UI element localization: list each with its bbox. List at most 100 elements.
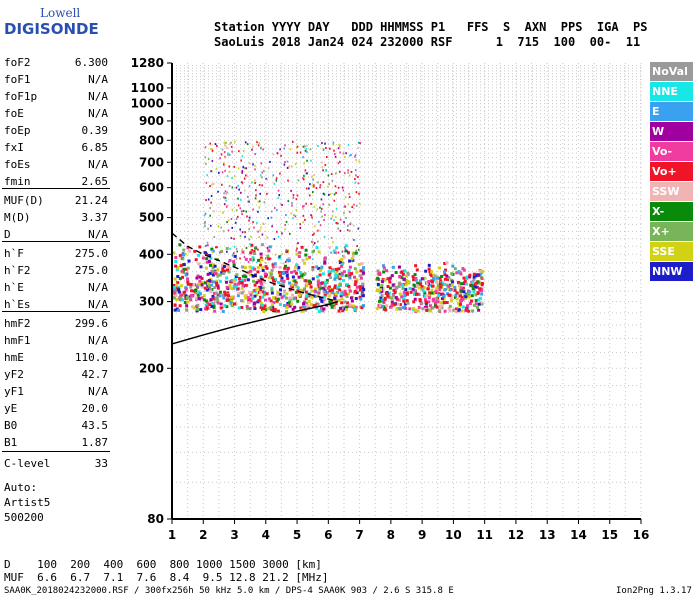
echo-point (265, 177, 268, 180)
echo-point (209, 288, 213, 292)
echo-point (246, 215, 248, 218)
echo-point (267, 249, 271, 253)
echo-point (288, 281, 292, 285)
echo-point (343, 300, 347, 304)
param-value: 1.87 (81, 436, 109, 449)
param-separator (2, 241, 110, 242)
echo-point (301, 289, 305, 293)
echo-point (383, 278, 387, 282)
param-value: 21.24 (74, 194, 108, 207)
echo-point (302, 178, 305, 181)
echo-point (262, 148, 264, 151)
echo-point (379, 296, 383, 300)
echo-point (443, 270, 447, 274)
x-tick-label: 12 (508, 528, 525, 542)
echo-point (353, 283, 357, 287)
echo-point (339, 151, 341, 154)
echo-point (316, 278, 320, 282)
echo-point (337, 251, 340, 254)
echo-point (341, 261, 345, 265)
echo-point (204, 299, 208, 303)
echo-point (253, 226, 255, 229)
echo-point (209, 290, 213, 294)
echo-point (313, 185, 315, 188)
echo-point (471, 287, 475, 291)
echo-point (280, 295, 284, 299)
echo-point (285, 309, 289, 313)
param-row: MUF(D) 21.24 (4, 194, 108, 207)
echo-point (481, 269, 485, 273)
echo-point (354, 181, 356, 184)
echo-point (265, 266, 269, 270)
echo-point (182, 253, 186, 257)
echo-point (408, 307, 412, 311)
y-tick-label: 1000 (131, 97, 164, 111)
echo-point (222, 272, 226, 276)
echo-point (346, 250, 349, 253)
echo-point (311, 191, 314, 194)
echo-point (328, 266, 332, 270)
echo-point (402, 290, 406, 294)
y-tick-label: 300 (139, 295, 164, 309)
echo-point (299, 292, 303, 296)
echo-point (328, 203, 331, 206)
echo-point (272, 296, 276, 300)
echo-point (291, 275, 295, 279)
echo-point (379, 288, 383, 292)
echo-point (448, 293, 452, 297)
echo-point (302, 305, 306, 309)
echo-point (323, 260, 327, 264)
echo-point (337, 309, 341, 313)
echo-point (357, 182, 360, 185)
echo-point (186, 266, 190, 270)
echo-point (206, 272, 210, 276)
echo-point (331, 291, 335, 295)
echo-point (454, 309, 458, 313)
echo-point (291, 140, 294, 143)
echo-point (254, 179, 256, 182)
echo-point (173, 277, 177, 281)
echo-point (257, 279, 261, 283)
echo-point (330, 251, 332, 254)
echo-point (455, 271, 459, 275)
echo-point (430, 288, 434, 292)
echo-point (306, 150, 308, 153)
echo-point (472, 290, 476, 294)
echo-point (279, 274, 283, 278)
echo-point (328, 289, 332, 293)
echo-point (267, 167, 270, 170)
echo-point (243, 266, 247, 270)
echo-point (288, 296, 292, 300)
echo-point (203, 214, 206, 217)
legend-item: Vo+ (650, 162, 693, 181)
echo-point (260, 243, 264, 247)
echo-point (335, 207, 338, 210)
legend-item: Vo- (650, 142, 693, 161)
echo-point (273, 238, 276, 241)
echo-point (316, 294, 320, 298)
echo-point (248, 200, 250, 203)
echo-point (204, 244, 207, 247)
echo-point (243, 256, 246, 259)
echo-point (338, 288, 342, 292)
echo-point (458, 304, 462, 308)
echo-point (223, 269, 227, 273)
param-value: 20.0 (81, 402, 109, 415)
echo-point (417, 292, 421, 296)
echo-point (277, 235, 280, 238)
echo-point (172, 251, 176, 255)
echo-point (259, 252, 263, 256)
echo-point (241, 213, 243, 216)
y-tick-label: 1280 (131, 56, 164, 70)
echo-point (343, 212, 345, 215)
echo-point (428, 291, 432, 295)
param-row: h`E N/A (4, 281, 108, 294)
echo-point (180, 269, 184, 273)
echo-point (252, 249, 256, 253)
echo-point (310, 295, 314, 299)
echo-point (451, 280, 455, 284)
y-tick-label: 400 (139, 247, 164, 261)
echo-point (227, 260, 230, 263)
echo-point (285, 248, 287, 251)
